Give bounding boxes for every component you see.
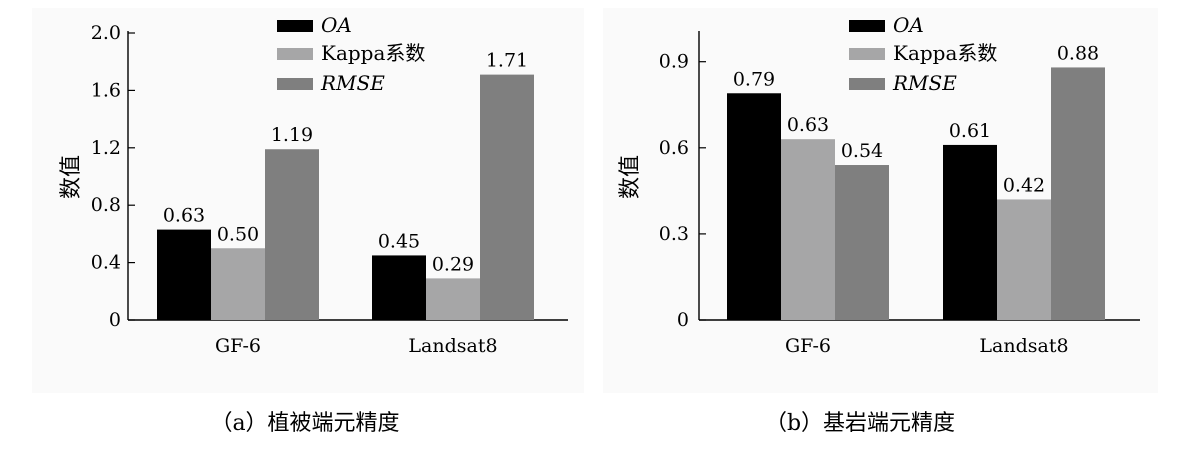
panel-a-legend-label: RMSE xyxy=(320,71,385,95)
panel-b-data-label: 0.42 xyxy=(1003,174,1045,196)
panel-b-category-label: GF-6 xyxy=(785,335,831,357)
panel-b-bar-kappa-gf6 xyxy=(781,139,835,320)
panel-a-legend-swatch xyxy=(277,20,313,32)
panel-a-bar-rmse-gf6 xyxy=(265,149,319,320)
panel-a-data-label: 1.71 xyxy=(486,50,528,72)
panel-a-data-label: 0.29 xyxy=(432,253,474,275)
panel-b-legend-swatch xyxy=(849,20,885,32)
panel-a-y-tick-label: 0 xyxy=(109,309,121,331)
panel-a-bar-rmse-landsat8 xyxy=(480,74,534,321)
panel-a-y-tick-label: 1.6 xyxy=(91,79,121,101)
panel-b-bar-rmse-gf6 xyxy=(835,165,889,320)
panel-b-legend-label: OA xyxy=(893,13,924,37)
panel-b-y-tick-label: 0.6 xyxy=(659,137,689,159)
chart-panel-a: 0 0.4 0.8 1.2 1.6 2.0 数值 0.63 0.50 1.19 GF-6 0.45 0.… xyxy=(32,8,584,436)
panel-a-category-label: GF-6 xyxy=(215,335,261,357)
panel-a-y-tick-label: 1.2 xyxy=(91,137,121,159)
panel-a-bar-oa-landsat8 xyxy=(372,255,426,320)
panel-b-y-tick-label: 0.3 xyxy=(659,223,689,245)
panel-b-bar-rmse-landsat8 xyxy=(1051,67,1105,320)
chart-panel-b: 0 0.3 0.6 0.9 数值 0.79 0.63 0.54 GF-6 0.61 0.42 0.88… xyxy=(603,8,1158,436)
panel-b-bar-oa-gf6 xyxy=(727,93,781,321)
panel-b-data-label: 0.63 xyxy=(787,114,829,136)
panel-a-bar-kappa-gf6 xyxy=(211,248,265,320)
panel-b-data-label: 0.54 xyxy=(841,140,883,162)
panel-a-y-axis-label: 数值 xyxy=(59,155,84,199)
panel-b-legend-label: Kappa系数 xyxy=(893,41,997,65)
panel-b-category-label: Landsat8 xyxy=(979,335,1068,357)
panel-b-y-tick-label: 0 xyxy=(677,309,689,331)
panel-b-bar-oa-landsat8 xyxy=(943,144,997,320)
panel-a-bar-kappa-landsat8 xyxy=(426,278,480,320)
panel-a-legend-label: OA xyxy=(321,13,352,37)
panel-b-y-tick-label: 0.9 xyxy=(659,51,689,73)
panel-b-legend-label: RMSE xyxy=(892,71,957,95)
panel-a-data-label: 0.50 xyxy=(217,223,259,245)
panel-a-data-label: 0.45 xyxy=(378,230,420,252)
panel-b-data-label: 0.88 xyxy=(1057,42,1099,64)
panel-b-data-label: 0.79 xyxy=(733,68,775,90)
panel-b-data-label: 0.61 xyxy=(949,120,991,142)
panel-a-legend-swatch xyxy=(277,78,313,90)
panel-b-caption: （b）基岩端元精度 xyxy=(765,411,955,436)
panel-b-bar-kappa-landsat8 xyxy=(997,199,1051,320)
panel-b-y-axis-label: 数值 xyxy=(618,155,643,199)
panel-a-y-tick-label: 0.4 xyxy=(91,252,121,274)
panel-a-data-label: 1.19 xyxy=(271,124,313,146)
panel-a-y-tick-label: 0.8 xyxy=(91,194,121,216)
panel-a-legend-label: Kappa系数 xyxy=(321,41,425,65)
panel-a-category-label: Landsat8 xyxy=(408,335,497,357)
panel-a-legend-swatch xyxy=(277,48,313,60)
panel-b-legend-swatch xyxy=(849,78,885,90)
panel-b-legend-swatch xyxy=(849,48,885,60)
panel-a-data-label: 0.63 xyxy=(163,205,205,227)
panel-a-y-tick-label: 2.0 xyxy=(91,22,121,44)
panel-a-bar-oa-gf6 xyxy=(157,229,211,320)
panel-a-caption: （a）植被端元精度 xyxy=(210,411,399,436)
